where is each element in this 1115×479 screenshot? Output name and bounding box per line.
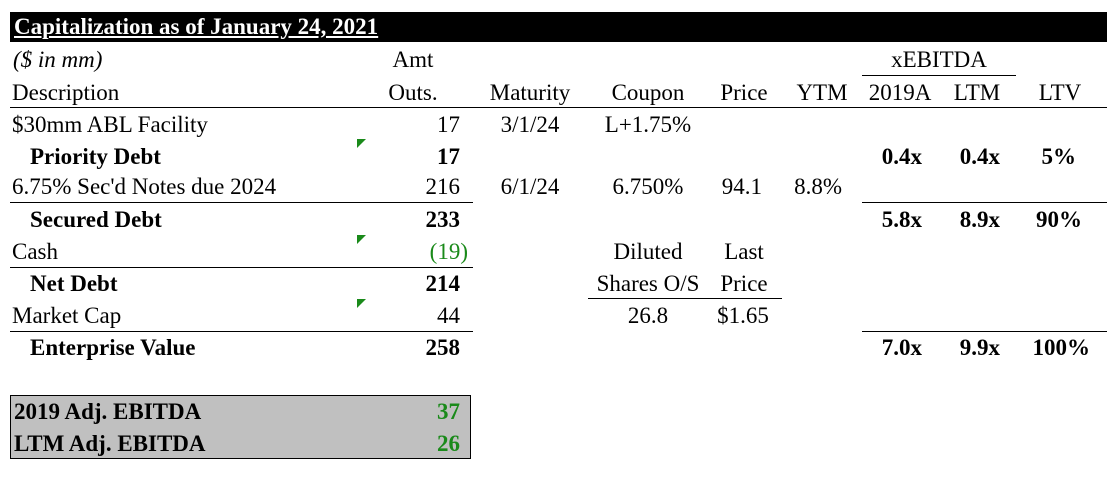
diluted-header-line1: Diluted — [613, 239, 683, 264]
ebitda-2019-label: 2019 Adj. EBITDA — [14, 399, 202, 424]
description-header: Description — [12, 80, 120, 105]
row-abl-amount: 17 — [437, 112, 460, 137]
coupon-header: Coupon — [611, 80, 685, 105]
row-priority-x2019: 0.4x — [881, 144, 922, 169]
rule-ev-ratios — [862, 331, 1107, 332]
row-ev-amount: 258 — [425, 335, 461, 360]
row-secured-xltm: 8.9x — [959, 207, 1000, 232]
row-secured-amount: 233 — [425, 207, 461, 232]
row-netdebt-amount: 214 — [425, 271, 461, 296]
row-priority-xltm: 0.4x — [959, 144, 1000, 169]
title-bar — [10, 12, 1107, 42]
row-ev-description: Enterprise Value — [30, 335, 196, 360]
amt-header-line1: Amt — [392, 47, 434, 72]
xebitda-header: xEBITDA — [891, 47, 987, 72]
row-priority-ltv: 5% — [1041, 144, 1077, 169]
row-secured-ltv: 90% — [1036, 207, 1082, 232]
comment-indicator — [357, 235, 366, 244]
row-ev-x2019: 7.0x — [881, 335, 922, 360]
2019a-header: 2019A — [868, 80, 932, 105]
price-header: Price — [720, 80, 768, 105]
rule-net-debt — [10, 267, 473, 268]
last-price-value: $1.65 — [717, 303, 769, 328]
row-cash-amount: (19) — [429, 239, 468, 264]
row-notes-price: 94.1 — [721, 174, 762, 199]
ebitda-2019-value: 37 — [437, 399, 460, 424]
row-ev-ltv: 100% — [1032, 335, 1091, 360]
amt-header-line2: Outs. — [388, 80, 438, 105]
ltm-header: LTM — [953, 80, 1001, 105]
ebitda-summary-box — [10, 395, 471, 459]
row-notes-amount: 216 — [425, 174, 461, 199]
row-secured-description: Secured Debt — [30, 207, 162, 232]
ebitda-ltm-value: 26 — [437, 431, 460, 456]
xebitda-underline — [862, 75, 1016, 76]
rule-ev — [10, 331, 473, 332]
row-marketcap-description: Market Cap — [12, 303, 122, 328]
row-notes-maturity: 6/1/24 — [500, 174, 560, 199]
row-notes-coupon: 6.750% — [612, 174, 684, 199]
rule-secured-ratios — [862, 202, 1107, 203]
row-netdebt-description: Net Debt — [30, 271, 118, 296]
row-abl-coupon: L+1.75% — [604, 112, 692, 137]
row-priority-amount: 17 — [437, 144, 460, 169]
diluted-shares-value: 26.8 — [627, 303, 669, 328]
comment-indicator — [357, 299, 366, 308]
ltv-header: LTV — [1038, 80, 1082, 105]
units-note: ($ in mm) — [13, 47, 103, 72]
comment-indicator — [357, 139, 366, 148]
maturity-header: Maturity — [489, 80, 571, 105]
row-notes-description: 6.75% Sec'd Notes due 2024 — [12, 174, 277, 199]
header-rule — [10, 107, 1107, 108]
last-header-line1: Last — [724, 239, 764, 264]
ebitda-ltm-label: LTM Adj. EBITDA — [14, 431, 206, 456]
page-title: Capitalization as of January 24, 2021 — [14, 14, 379, 39]
shares-underline — [588, 298, 782, 299]
row-notes-ytm: 8.8% — [794, 174, 842, 199]
row-abl-maturity: 3/1/24 — [500, 112, 560, 137]
last-header-line2: Price — [720, 271, 768, 296]
row-secured-x2019: 5.8x — [881, 207, 922, 232]
diluted-header-line2: Shares O/S — [596, 271, 700, 296]
row-ev-xltm: 9.9x — [959, 335, 1000, 360]
row-priority-description: Priority Debt — [30, 144, 161, 169]
ytm-header: YTM — [796, 80, 848, 105]
row-abl-description: $30mm ABL Facility — [12, 112, 208, 137]
row-marketcap-amount: 44 — [437, 303, 460, 328]
row-cash-description: Cash — [12, 239, 58, 264]
rule-secured — [10, 202, 473, 203]
